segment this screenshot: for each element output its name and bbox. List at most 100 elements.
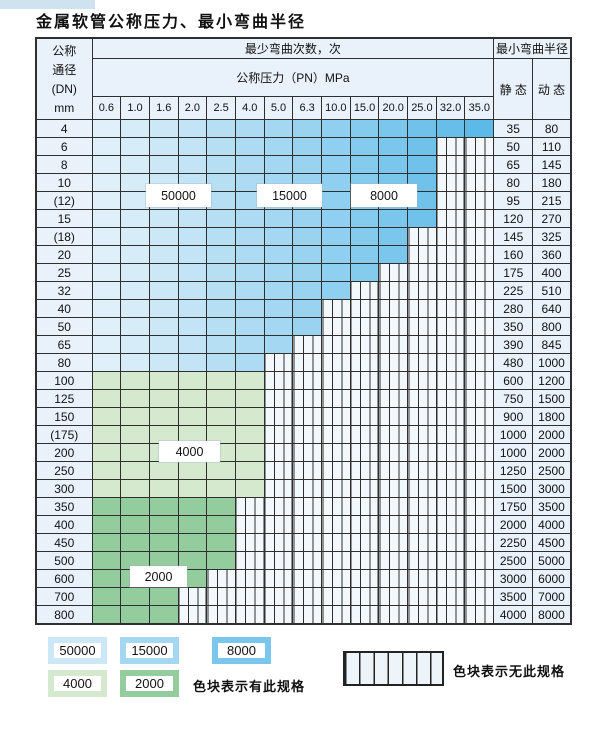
cycle-cell: [91, 227, 122, 246]
cycle-cell: [234, 245, 265, 264]
dynamic-cell: 360: [532, 245, 572, 264]
legend-swatch-2000: 2000: [120, 670, 179, 697]
nospec-cell: [435, 281, 466, 300]
nospec-cell: [292, 461, 322, 480]
cycle-cell: [91, 137, 122, 156]
nospec-cell: [349, 353, 380, 372]
cycle-cell: [349, 245, 380, 264]
nospec-cell: [464, 551, 495, 570]
nospec-cell: [321, 569, 351, 588]
dn-cell: 50: [35, 317, 93, 336]
dynamic-cell: 3500: [532, 497, 572, 516]
nospec-cell: [349, 497, 380, 516]
nospec-cell: [349, 569, 380, 588]
cycle-cell: [120, 173, 150, 192]
cycle-cell: [378, 119, 409, 138]
nospec-cell: [321, 335, 351, 354]
cycle-cell: [148, 299, 179, 318]
nospec-cell: [206, 587, 236, 606]
nospec-cell: [263, 605, 294, 625]
cycle-cell: [91, 173, 122, 192]
nospec-cell: [464, 533, 495, 552]
nospec-cell: [435, 245, 466, 264]
table-row: 50 350 800: [35, 317, 572, 336]
dynamic-cell: 180: [532, 173, 572, 192]
pressure-col-header: 20.0: [378, 96, 409, 120]
cycle-cell: [321, 155, 351, 174]
cycle-cell: [292, 119, 322, 138]
nospec-cell: [435, 569, 466, 588]
nospec-cell: [177, 587, 208, 606]
nospec-cell: [234, 551, 265, 570]
dn-cell: 400: [35, 515, 93, 534]
cycle-cell: [120, 389, 150, 408]
cycle-cell: [91, 155, 122, 174]
cycle-cell: [234, 389, 265, 408]
cycles-tag-8000: 8000: [351, 184, 417, 207]
static-cell: 280: [493, 299, 534, 318]
legend-nospec-text: 色块表示无此规格: [453, 664, 566, 679]
cycle-cell: [234, 281, 265, 300]
dn-cell: 4: [35, 119, 93, 138]
table-row: 350 1750 3500: [35, 497, 572, 516]
static-cell: 225: [493, 281, 534, 300]
nospec-cell: [378, 533, 409, 552]
cycle-cell: [91, 317, 122, 336]
dynamic-cell: 640: [532, 299, 572, 318]
header-pressure: 公称压力（PN）MPa: [91, 58, 495, 97]
nospec-cell: [292, 425, 322, 444]
nospec-cell: [435, 299, 466, 318]
cycle-cell: [148, 587, 179, 606]
cycle-cell: [148, 533, 179, 552]
cycle-cell: [177, 389, 208, 408]
nospec-cell: [177, 605, 208, 625]
dn-cell: 350: [35, 497, 93, 516]
nospec-cell: [378, 479, 409, 498]
dn-cell: 80: [35, 353, 93, 372]
static-cell: 1000: [493, 443, 534, 462]
pressure-values-row: 0.6 1.0 1.6 2.0 2.5 4.0 5.0 6.3 10.0 15.…: [36, 96, 571, 120]
static-cell: 3000: [493, 569, 534, 588]
nospec-cell: [464, 389, 495, 408]
nospec-cell: [378, 515, 409, 534]
nospec-cell: [321, 605, 351, 625]
nospec-cell: [292, 371, 322, 390]
nospec-cell: [407, 569, 437, 588]
dynamic-cell: 270: [532, 209, 572, 228]
nospec-cell: [435, 515, 466, 534]
cycle-cell: [234, 155, 265, 174]
cycle-cell: [378, 155, 409, 174]
cycle-cell: [148, 353, 179, 372]
cycle-cell: [148, 263, 179, 282]
legend-swatch-15000: 15000: [120, 637, 179, 664]
cycles-tag-4000: 4000: [159, 441, 220, 462]
nospec-cell: [263, 353, 294, 372]
nospec-cell: [349, 605, 380, 625]
nospec-cell: [407, 371, 437, 390]
cycle-cell: [177, 209, 208, 228]
legend-swatch-8000: 8000: [212, 637, 271, 664]
static-cell: 95: [493, 191, 534, 210]
nospec-cell: [263, 569, 294, 588]
legend-nospec-swatch: [343, 651, 444, 686]
cycle-cell: [91, 353, 122, 372]
dn-cell: 15: [35, 209, 93, 228]
dynamic-cell: 7000: [532, 587, 572, 606]
nospec-cell: [464, 281, 495, 300]
nospec-cell: [349, 335, 380, 354]
cycle-cell: [349, 209, 380, 228]
cycles-tag-50000: 50000: [146, 184, 211, 207]
static-cell: 3500: [493, 587, 534, 606]
cycle-cell: [177, 533, 208, 552]
pressure-col-header: 5.0: [263, 96, 294, 120]
cycle-cell: [206, 479, 236, 498]
cycle-cell: [206, 515, 236, 534]
nospec-cell: [464, 497, 495, 516]
cycle-cell: [206, 119, 236, 138]
dynamic-cell: 845: [532, 335, 572, 354]
nospec-cell: [464, 461, 495, 480]
nospec-cell: [349, 443, 380, 462]
cycle-cell: [177, 245, 208, 264]
nospec-cell: [349, 515, 380, 534]
cycle-cell: [349, 227, 380, 246]
